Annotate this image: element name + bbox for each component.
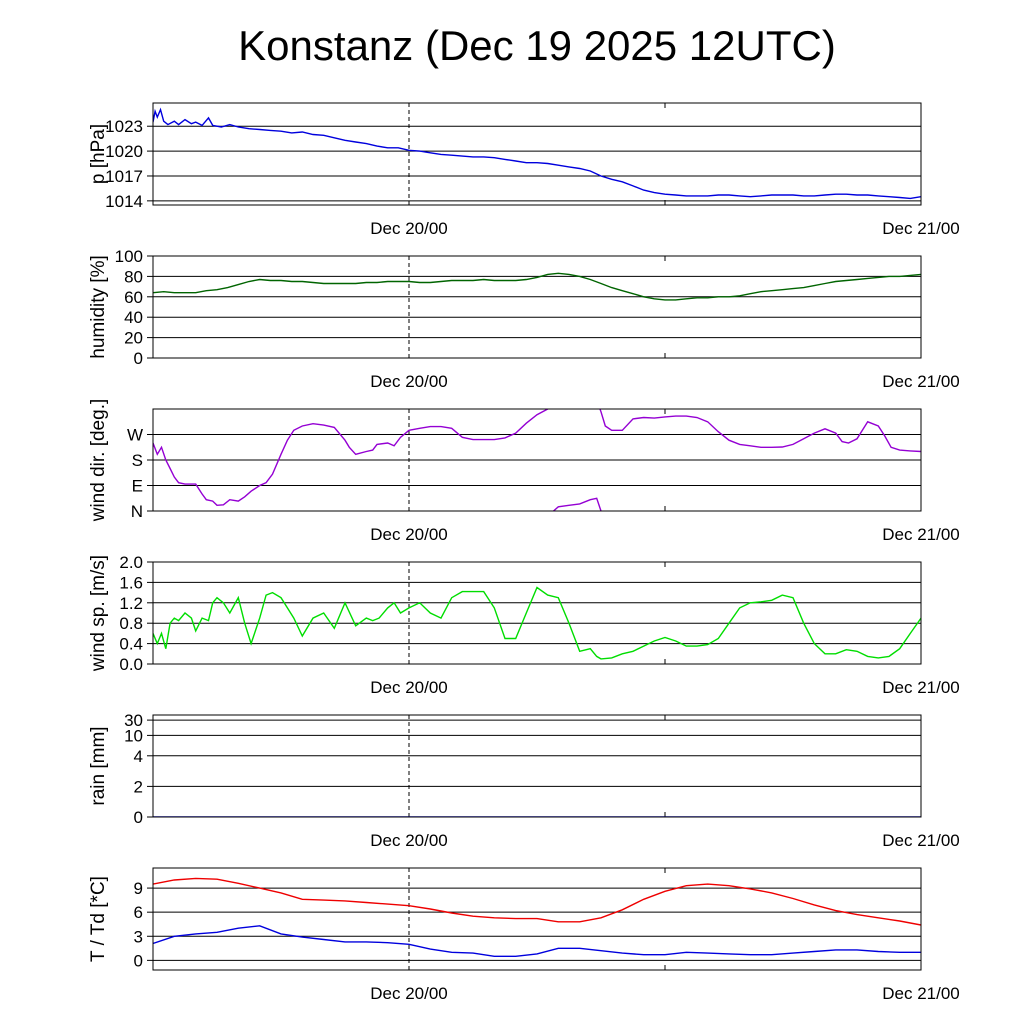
temperature-series-line	[153, 925, 921, 957]
wind-speed-ytick-label: 0.8	[119, 614, 143, 633]
temperature-xtick-label: Dec 20/00	[370, 984, 448, 1003]
wind-speed-series-line	[153, 586, 921, 660]
wind-direction-axis-label: wind dir. [deg.]	[88, 399, 109, 523]
wind-speed-ytick-label: 1.6	[119, 573, 143, 592]
wind-direction-xtick-label: Dec 20/00	[370, 525, 448, 544]
page-title: Konstanz (Dec 19 2025 12UTC)	[238, 22, 836, 69]
rain-ytick-label: 4	[134, 747, 143, 766]
rain-frame	[152, 714, 922, 818]
wind-direction-ytick-label: E	[132, 477, 143, 496]
wind-direction-xtick-label: Dec 21/00	[882, 525, 960, 544]
pressure-ytick-label: 1020	[105, 142, 143, 161]
humidity-xtick-label: Dec 20/00	[370, 372, 448, 391]
pressure-axis-label: p [hPa]	[88, 124, 109, 184]
pressure-ytick-label: 1023	[105, 117, 143, 136]
wind-speed-ytick-label: 2.0	[119, 553, 143, 572]
wind-speed-panel: 0.00.4 0.81.2 1.62.0 Dec 20/00 Dec 21/00 wind…	[88, 553, 960, 697]
temperature-ytick-label: 6	[134, 903, 143, 922]
pressure-frame	[152, 102, 922, 206]
wind-direction-series-line	[552, 497, 602, 511]
rain-xtick-label: Dec 21/00	[882, 831, 960, 850]
humidity-ytick-label: 100	[115, 247, 143, 266]
temperature-xtick-label: Dec 21/00	[882, 984, 960, 1003]
wind-speed-ytick-label: 0.4	[119, 635, 143, 654]
humidity-ytick-label: 80	[124, 267, 143, 286]
pressure-xtick-label: Dec 20/00	[370, 219, 448, 238]
rain-axis-label: rain [mm]	[88, 726, 109, 805]
temperature-axis-label: T / Td [*C]	[88, 876, 109, 962]
humidity-axis-label: humidity [%]	[88, 255, 109, 358]
wind-speed-frame	[152, 561, 922, 665]
wind-speed-ytick-label: 0.0	[119, 655, 143, 674]
temperature-panel: 0 3 6 9 Dec 20/00 Dec 21/00 T / Td [*C]	[88, 867, 960, 1003]
humidity-xtick-label: Dec 21/00	[882, 372, 960, 391]
wind-direction-ytick-label: W	[127, 426, 143, 445]
temperature-series-line	[153, 877, 921, 926]
wind-direction-ytick-label: N	[131, 502, 143, 521]
rain-xtick-label: Dec 20/00	[370, 831, 448, 850]
rain-ytick-label: 10	[124, 726, 143, 745]
humidity-ytick-label: 0	[134, 349, 143, 368]
wind-speed-axis-label: wind sp. [m/s]	[88, 555, 109, 672]
wind-direction-ytick-label: S	[132, 451, 143, 470]
temperature-ytick-label: 0	[134, 951, 143, 970]
humidity-ytick-label: 20	[124, 329, 143, 348]
humidity-frame	[152, 255, 922, 359]
pressure-ytick-label: 1014	[105, 192, 143, 211]
wind-direction-frame	[152, 408, 922, 512]
wind-speed-ytick-label: 1.2	[119, 594, 143, 613]
wind-direction-series-line	[153, 409, 549, 507]
temperature-frame	[152, 867, 922, 971]
humidity-ytick-label: 60	[124, 288, 143, 307]
temperature-ytick-label: 9	[134, 879, 143, 898]
rain-ytick-label: 30	[124, 711, 143, 730]
humidity-series-line	[153, 272, 921, 301]
humidity-ytick-label: 40	[124, 308, 143, 327]
wind-speed-xtick-label: Dec 21/00	[882, 678, 960, 697]
wind-speed-xtick-label: Dec 20/00	[370, 678, 448, 697]
wind-direction-series-line	[599, 409, 921, 453]
pressure-series-line	[153, 107, 921, 200]
pressure-xtick-label: Dec 21/00	[882, 219, 960, 238]
pressure-ytick-label: 1017	[105, 167, 143, 186]
rain-ytick-label: 0	[134, 808, 143, 827]
pressure-panel: 1014 1017 1020 1023 Dec 20/00 Dec 21/00 p [hPa…	[88, 102, 960, 238]
rain-ytick-label: 2	[134, 777, 143, 796]
temperature-ytick-label: 3	[134, 927, 143, 946]
